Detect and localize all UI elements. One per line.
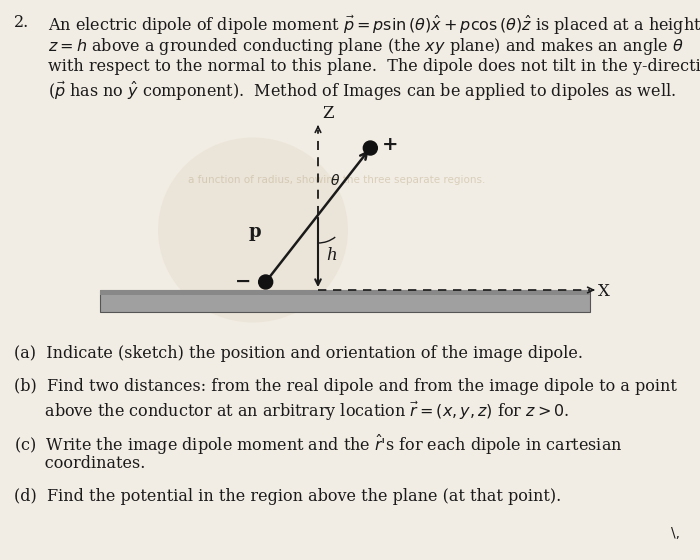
Text: a function of radius, showing the three separate regions.: a function of radius, showing the three … [188, 175, 485, 185]
Ellipse shape [158, 138, 348, 323]
Circle shape [259, 275, 273, 289]
Text: (d)  Find the potential in the region above the plane (at that point).: (d) Find the potential in the region abo… [14, 488, 561, 505]
Text: X: X [598, 282, 610, 300]
Text: (c)  Write the image dipole moment and the $\hat{r}$'s for each dipole in cartes: (c) Write the image dipole moment and th… [14, 433, 622, 457]
Text: 2.: 2. [14, 14, 29, 31]
Text: Z: Z [322, 105, 333, 122]
Text: An electric dipole of dipole moment $\vec{p}=p\sin\left(\theta\right)\hat{x}+p\c: An electric dipole of dipole moment $\ve… [48, 14, 700, 37]
Text: (a)  Indicate (sketch) the position and orientation of the image dipole.: (a) Indicate (sketch) the position and o… [14, 345, 583, 362]
Text: (b)  Find two distances: from the real dipole and from the image dipole to a poi: (b) Find two distances: from the real di… [14, 378, 677, 395]
Text: with respect to the normal to this plane.  The dipole does not tilt in the y-dir: with respect to the normal to this plane… [48, 58, 700, 75]
Text: p: p [249, 223, 262, 241]
Text: −: − [235, 273, 252, 291]
Circle shape [363, 141, 377, 155]
Bar [100, 290, 590, 295]
Bar [100, 290, 590, 312]
Text: coordinates.: coordinates. [14, 455, 146, 472]
Text: ($\vec{p}$ has no $\hat{y}$ component).  Method of Images can be applied to dipo: ($\vec{p}$ has no $\hat{y}$ component). … [48, 80, 676, 103]
Text: h: h [326, 247, 337, 264]
Text: above the conductor at an arbitrary location $\vec{r}=(x,y,z)$ for $z>0$.: above the conductor at an arbitrary loca… [14, 400, 569, 423]
Text: \,: \, [671, 526, 680, 540]
Text: $\theta$: $\theta$ [330, 174, 340, 189]
Text: $z=h$ above a grounded conducting plane (the $xy$ plane) and makes an angle $\th: $z=h$ above a grounded conducting plane … [48, 36, 683, 57]
Text: +: + [382, 136, 399, 154]
